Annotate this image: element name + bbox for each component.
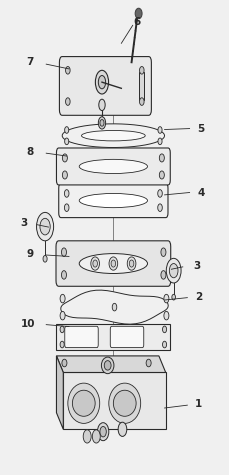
- FancyBboxPatch shape: [110, 326, 144, 348]
- Text: 10: 10: [21, 319, 35, 329]
- Ellipse shape: [166, 258, 181, 283]
- Ellipse shape: [161, 248, 166, 256]
- Ellipse shape: [60, 341, 64, 348]
- Ellipse shape: [98, 76, 106, 89]
- Text: 8: 8: [27, 147, 34, 157]
- Ellipse shape: [104, 361, 111, 370]
- Text: 2: 2: [195, 292, 202, 302]
- Bar: [139, 72, 144, 100]
- Ellipse shape: [164, 312, 169, 320]
- Ellipse shape: [62, 171, 67, 179]
- Ellipse shape: [172, 294, 175, 300]
- Ellipse shape: [92, 430, 100, 443]
- Ellipse shape: [164, 294, 169, 303]
- Ellipse shape: [100, 120, 104, 126]
- Ellipse shape: [98, 117, 106, 129]
- Ellipse shape: [61, 248, 66, 256]
- Polygon shape: [57, 324, 170, 350]
- Polygon shape: [57, 356, 166, 372]
- Ellipse shape: [62, 359, 67, 367]
- Ellipse shape: [161, 271, 166, 279]
- FancyBboxPatch shape: [56, 241, 171, 286]
- FancyBboxPatch shape: [59, 183, 168, 218]
- Text: 3: 3: [20, 218, 27, 228]
- Ellipse shape: [60, 326, 64, 332]
- Ellipse shape: [65, 127, 69, 133]
- Ellipse shape: [169, 264, 178, 278]
- Ellipse shape: [64, 190, 69, 197]
- Ellipse shape: [139, 98, 144, 105]
- Text: 4: 4: [197, 188, 205, 198]
- Ellipse shape: [83, 430, 91, 443]
- Ellipse shape: [158, 127, 162, 133]
- Text: 9: 9: [27, 249, 34, 259]
- Ellipse shape: [163, 326, 167, 332]
- Ellipse shape: [40, 218, 50, 235]
- Ellipse shape: [163, 341, 167, 348]
- Ellipse shape: [111, 260, 116, 267]
- Ellipse shape: [129, 260, 134, 267]
- Polygon shape: [62, 124, 165, 148]
- Ellipse shape: [112, 304, 117, 311]
- Ellipse shape: [65, 66, 70, 74]
- Ellipse shape: [158, 204, 162, 211]
- FancyBboxPatch shape: [57, 148, 170, 185]
- Text: 7: 7: [27, 57, 34, 67]
- Ellipse shape: [127, 257, 136, 270]
- FancyBboxPatch shape: [65, 326, 98, 348]
- Ellipse shape: [97, 423, 109, 441]
- Ellipse shape: [99, 99, 105, 111]
- Text: 3: 3: [193, 261, 200, 271]
- Ellipse shape: [91, 257, 99, 270]
- Ellipse shape: [93, 260, 97, 267]
- Ellipse shape: [146, 359, 151, 367]
- Ellipse shape: [100, 427, 106, 437]
- Ellipse shape: [159, 154, 164, 162]
- Ellipse shape: [139, 66, 144, 74]
- Ellipse shape: [79, 254, 147, 274]
- Ellipse shape: [109, 257, 118, 270]
- Ellipse shape: [135, 8, 142, 19]
- Ellipse shape: [65, 138, 69, 145]
- Ellipse shape: [62, 154, 67, 162]
- Ellipse shape: [82, 131, 145, 141]
- Text: 1: 1: [195, 399, 202, 409]
- Ellipse shape: [159, 171, 164, 179]
- FancyBboxPatch shape: [59, 57, 151, 115]
- Ellipse shape: [101, 357, 114, 374]
- Ellipse shape: [61, 271, 66, 279]
- Text: 5: 5: [197, 124, 205, 133]
- Ellipse shape: [37, 212, 54, 241]
- Ellipse shape: [113, 390, 136, 416]
- Ellipse shape: [118, 422, 127, 437]
- Ellipse shape: [64, 204, 69, 211]
- Ellipse shape: [79, 193, 147, 208]
- Polygon shape: [57, 356, 63, 429]
- Ellipse shape: [109, 383, 141, 423]
- Ellipse shape: [79, 159, 147, 173]
- Text: 6: 6: [134, 17, 141, 27]
- Ellipse shape: [65, 98, 70, 105]
- Ellipse shape: [60, 294, 65, 303]
- Ellipse shape: [72, 390, 95, 416]
- Polygon shape: [61, 290, 168, 324]
- Ellipse shape: [60, 312, 65, 320]
- Ellipse shape: [68, 383, 100, 423]
- Ellipse shape: [43, 256, 47, 262]
- Ellipse shape: [158, 138, 162, 145]
- Ellipse shape: [158, 190, 162, 197]
- Ellipse shape: [95, 70, 109, 94]
- Polygon shape: [63, 372, 166, 429]
